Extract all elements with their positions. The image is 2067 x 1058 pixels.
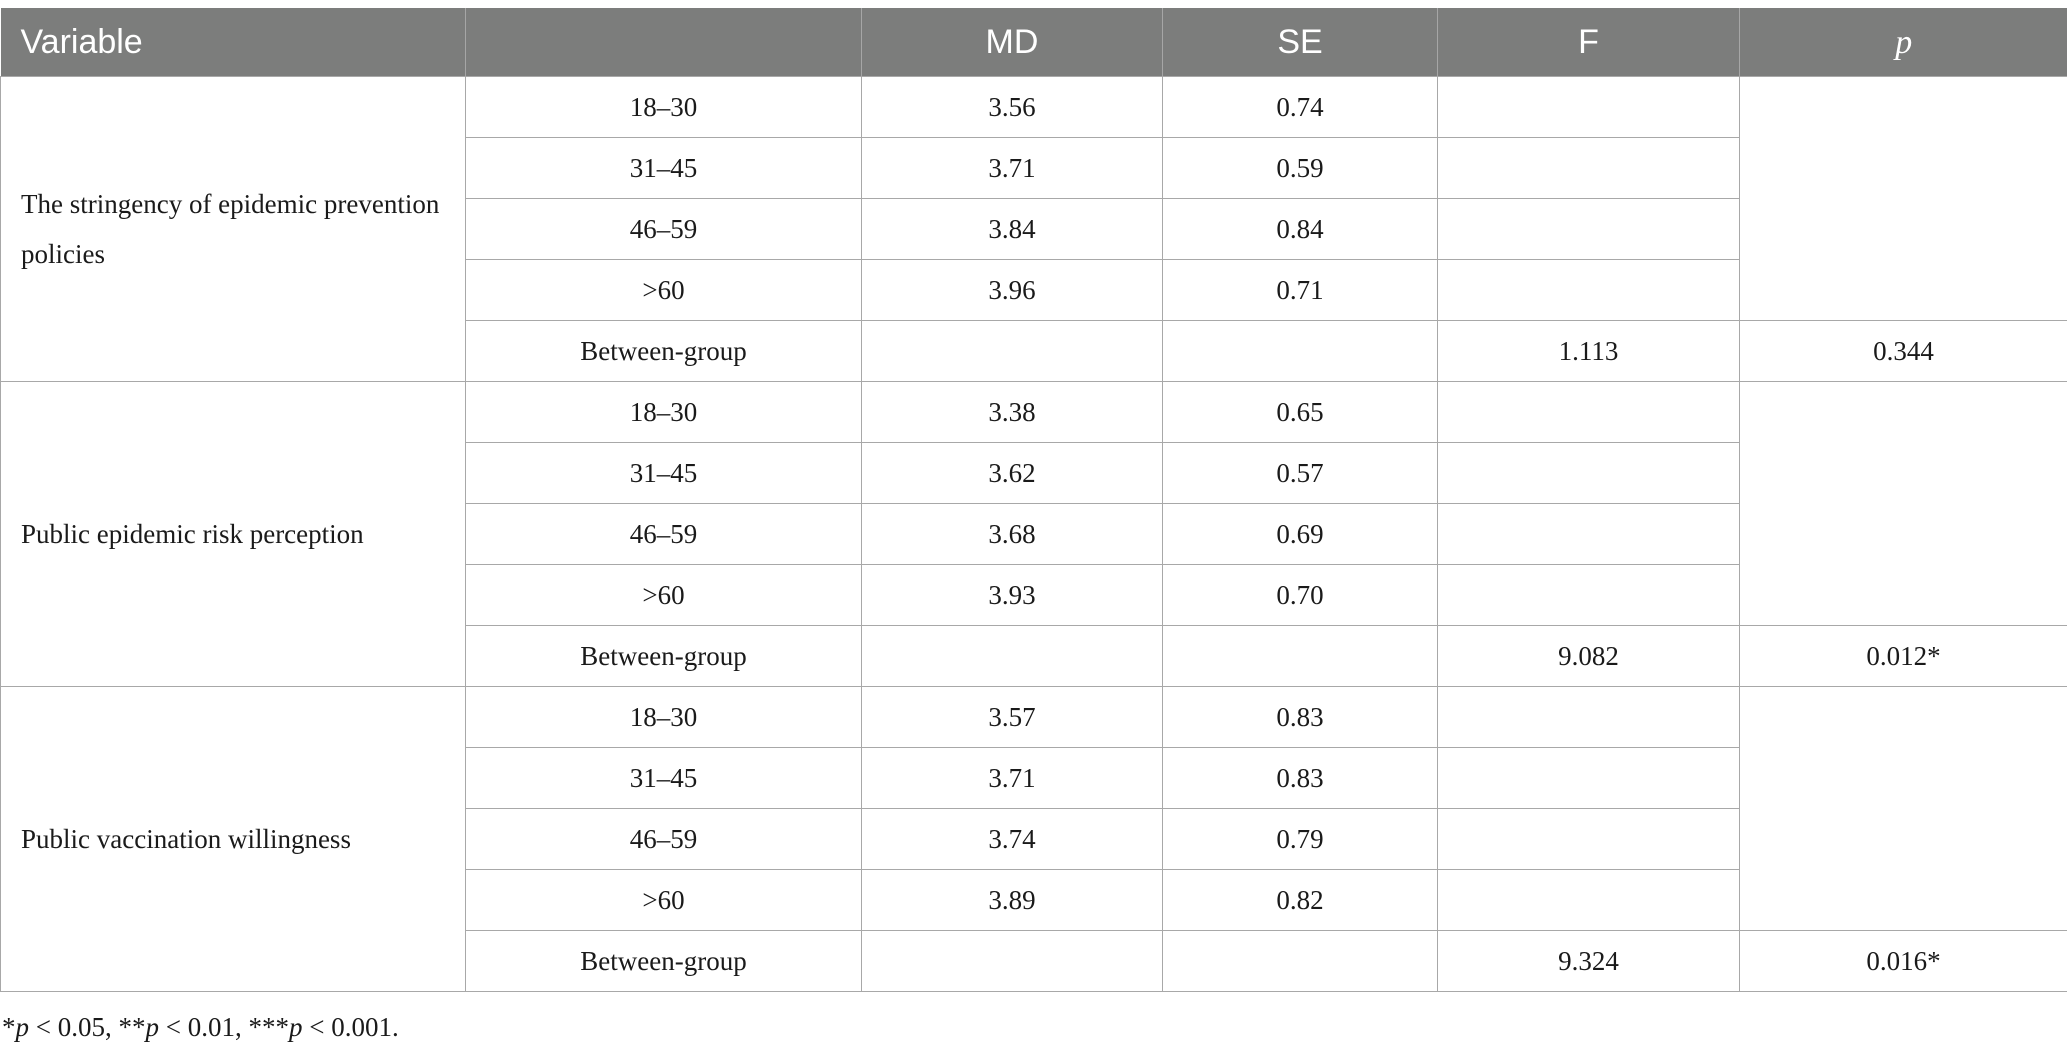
md-cell: 3.89 bbox=[861, 869, 1163, 931]
table-footnote: *p < 0.05, **p < 0.01, ***p < 0.001. bbox=[2, 1012, 399, 1043]
group-cell: 46–59 bbox=[465, 198, 862, 260]
group-cell: 46–59 bbox=[465, 503, 862, 565]
se-cell: 0.82 bbox=[1162, 869, 1438, 931]
md-cell: 3.74 bbox=[861, 808, 1163, 870]
md-cell: 3.68 bbox=[861, 503, 1163, 565]
table-row: 46–59 3.74 0.79 bbox=[1, 808, 2067, 870]
header-p-label: p bbox=[1895, 23, 1913, 61]
table-header: Variable MD SE F p bbox=[0, 8, 2067, 77]
p-value: 0.016* bbox=[1739, 930, 2067, 992]
md-cell: 3.84 bbox=[861, 198, 1163, 260]
f-cell bbox=[1437, 686, 1740, 748]
footnote-text: < 0.05, ** bbox=[29, 1012, 146, 1042]
group-cell: 18–30 bbox=[465, 686, 862, 748]
footnote-p-symbol: p bbox=[15, 1012, 30, 1042]
group-cell: 31–45 bbox=[465, 442, 862, 504]
se-cell: 0.57 bbox=[1162, 442, 1438, 504]
se-cell: 0.59 bbox=[1162, 137, 1438, 199]
header-p: p bbox=[1739, 8, 2067, 77]
footnote-text: < 0.001. bbox=[302, 1012, 399, 1042]
table-row: >60 3.96 0.71 bbox=[1, 259, 2067, 321]
group-cell: 18–30 bbox=[465, 381, 862, 443]
se-cell: 0.79 bbox=[1162, 808, 1438, 870]
f-value: 9.082 bbox=[1437, 625, 1740, 687]
se-cell: 0.83 bbox=[1162, 686, 1438, 748]
group-cell: >60 bbox=[465, 564, 862, 626]
variable-cell: Public vaccination willingness bbox=[0, 686, 466, 992]
footnote-text: * bbox=[2, 1012, 16, 1042]
se-cell bbox=[1162, 320, 1438, 382]
footnote-text: < 0.01, *** bbox=[158, 1012, 289, 1042]
table-body: The stringency of epidemic prevention po… bbox=[0, 76, 2067, 992]
header-group bbox=[465, 8, 862, 77]
p-cell bbox=[1739, 76, 2067, 321]
variable-cell: The stringency of epidemic prevention po… bbox=[0, 76, 466, 382]
group-cell: 46–59 bbox=[465, 808, 862, 870]
f-cell bbox=[1437, 808, 1740, 870]
p-value: 0.012* bbox=[1739, 625, 2067, 687]
header-se: SE bbox=[1162, 8, 1438, 77]
f-cell bbox=[1437, 442, 1740, 504]
f-cell bbox=[1437, 503, 1740, 565]
f-cell bbox=[1437, 747, 1740, 809]
table-row: Public vaccination willingness 18–30 3.57 0… bbox=[0, 686, 2067, 992]
table-row: 31–45 3.71 0.83 bbox=[1, 747, 2067, 809]
se-cell: 0.74 bbox=[1162, 76, 1438, 138]
between-group-label: Between-group bbox=[465, 320, 862, 382]
table-row: Public epidemic risk perception 18–30 3.38… bbox=[0, 381, 2067, 687]
se-cell bbox=[1162, 625, 1438, 687]
f-cell bbox=[1437, 381, 1740, 443]
se-cell: 0.71 bbox=[1162, 259, 1438, 321]
group-cell: >60 bbox=[465, 259, 862, 321]
group-cell: 18–30 bbox=[465, 76, 862, 138]
md-cell bbox=[861, 320, 1163, 382]
table-row: 46–59 3.68 0.69 bbox=[1, 503, 2067, 565]
md-cell: 3.56 bbox=[861, 76, 1163, 138]
between-group-row: Between-group 9.082 0.012* bbox=[1, 625, 2067, 687]
se-cell: 0.65 bbox=[1162, 381, 1438, 443]
md-cell: 3.71 bbox=[861, 747, 1163, 809]
se-cell bbox=[1162, 930, 1438, 992]
se-cell: 0.69 bbox=[1162, 503, 1438, 565]
variable-cell: Public epidemic risk perception bbox=[0, 381, 466, 687]
md-cell: 3.62 bbox=[861, 442, 1163, 504]
md-cell bbox=[861, 930, 1163, 992]
footnote-p-symbol: p bbox=[145, 1012, 159, 1042]
md-cell: 3.38 bbox=[861, 381, 1163, 443]
md-cell bbox=[861, 625, 1163, 687]
header-row: Variable MD SE F p bbox=[0, 8, 2067, 77]
f-cell bbox=[1437, 564, 1740, 626]
between-group-label: Between-group bbox=[465, 625, 862, 687]
header-md: MD bbox=[861, 8, 1163, 77]
footnote-p-symbol: p bbox=[288, 1012, 303, 1042]
group-cell: 31–45 bbox=[465, 137, 862, 199]
f-cell bbox=[1437, 198, 1740, 260]
md-cell: 3.57 bbox=[861, 686, 1163, 748]
se-cell: 0.83 bbox=[1162, 747, 1438, 809]
md-cell: 3.71 bbox=[861, 137, 1163, 199]
f-cell bbox=[1437, 869, 1740, 931]
f-cell bbox=[1437, 137, 1740, 199]
f-cell bbox=[1437, 76, 1740, 138]
se-cell: 0.84 bbox=[1162, 198, 1438, 260]
p-value: 0.344 bbox=[1739, 320, 2067, 382]
between-group-label: Between-group bbox=[465, 930, 862, 992]
anova-table-container: Variable MD SE F p The stringency of epi… bbox=[0, 8, 2067, 992]
p-cell bbox=[1739, 686, 2067, 931]
group-cell: 31–45 bbox=[465, 747, 862, 809]
md-cell: 3.96 bbox=[861, 259, 1163, 321]
p-cell bbox=[1739, 381, 2067, 626]
table-row: The stringency of epidemic prevention po… bbox=[0, 76, 2067, 382]
table-row: 46–59 3.84 0.84 bbox=[1, 198, 2067, 260]
header-variable: Variable bbox=[0, 8, 466, 77]
header-f: F bbox=[1437, 8, 1740, 77]
anova-table: Variable MD SE F p The stringency of epi… bbox=[0, 8, 2067, 992]
group-cell: >60 bbox=[465, 869, 862, 931]
f-value: 1.113 bbox=[1437, 320, 1740, 382]
f-value: 9.324 bbox=[1437, 930, 1740, 992]
se-cell: 0.70 bbox=[1162, 564, 1438, 626]
f-cell bbox=[1437, 259, 1740, 321]
between-group-row: Between-group 9.324 0.016* bbox=[1, 930, 2067, 992]
md-cell: 3.93 bbox=[861, 564, 1163, 626]
